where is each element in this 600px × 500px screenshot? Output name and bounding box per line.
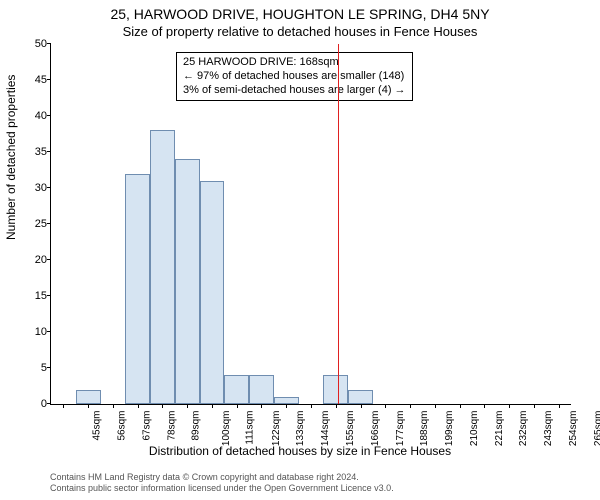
- y-tick-label: 45: [17, 74, 47, 86]
- y-tick-label: 10: [17, 326, 47, 338]
- histogram-bar: [150, 130, 175, 404]
- y-tick-mark: [47, 43, 51, 44]
- footer-line2: Contains public sector information licen…: [50, 483, 394, 494]
- annotation-box: 25 HARWOOD DRIVE: 168sqm ← 97% of detach…: [176, 52, 413, 101]
- x-tick-mark: [460, 404, 461, 408]
- x-tick-label: 265sqm: [593, 411, 600, 447]
- x-tick-label: 243sqm: [543, 411, 554, 447]
- x-tick-mark: [286, 404, 287, 408]
- y-tick-mark: [47, 115, 51, 116]
- plot-area: 25 HARWOOD DRIVE: 168sqm ← 97% of detach…: [50, 44, 571, 405]
- x-tick-label: 254sqm: [568, 411, 579, 447]
- y-tick-label: 5: [17, 362, 47, 374]
- x-tick-mark: [311, 404, 312, 408]
- y-tick-mark: [47, 187, 51, 188]
- y-tick-label: 0: [17, 398, 47, 410]
- x-tick-mark: [361, 404, 362, 408]
- x-tick-label: 144sqm: [320, 411, 331, 447]
- y-tick-mark: [47, 331, 51, 332]
- x-tick-mark: [336, 404, 337, 408]
- x-tick-label: 100sqm: [221, 411, 232, 447]
- x-tick-mark: [162, 404, 163, 408]
- x-tick-mark: [509, 404, 510, 408]
- y-tick-mark: [47, 259, 51, 260]
- annotation-line1: 25 HARWOOD DRIVE: 168sqm: [183, 56, 406, 70]
- x-tick-label: 111sqm: [245, 411, 256, 445]
- histogram-bar: [249, 375, 274, 404]
- x-tick-label: 221sqm: [494, 411, 505, 447]
- y-tick-label: 25: [17, 218, 47, 230]
- x-axis-label: Distribution of detached houses by size …: [0, 444, 600, 458]
- x-tick-label: 45sqm: [92, 411, 103, 441]
- x-tick-mark: [187, 404, 188, 408]
- histogram-bar: [274, 397, 299, 404]
- x-tick-label: 199sqm: [444, 411, 455, 447]
- y-tick-label: 50: [17, 38, 47, 50]
- annotation-line3: 3% of semi-detached houses are larger (4…: [183, 84, 406, 98]
- y-axis-label: Number of detached properties: [4, 75, 18, 240]
- histogram-bar: [323, 375, 348, 404]
- y-tick-mark: [47, 367, 51, 368]
- x-tick-label: 122sqm: [271, 411, 282, 447]
- y-tick-label: 30: [17, 182, 47, 194]
- x-tick-mark: [410, 404, 411, 408]
- chart-title-line1: 25, HARWOOD DRIVE, HOUGHTON LE SPRING, D…: [0, 6, 600, 22]
- x-tick-mark: [559, 404, 560, 408]
- histogram-bar: [224, 375, 249, 404]
- chart-title-line2: Size of property relative to detached ho…: [0, 24, 600, 39]
- y-tick-mark: [47, 79, 51, 80]
- histogram-bar: [125, 174, 150, 404]
- x-tick-label: 177sqm: [395, 411, 406, 447]
- x-tick-mark: [261, 404, 262, 408]
- x-tick-label: 89sqm: [191, 411, 202, 441]
- annotation-line2: ← 97% of detached houses are smaller (14…: [183, 70, 406, 84]
- y-tick-label: 35: [17, 146, 47, 158]
- x-tick-mark: [435, 404, 436, 408]
- x-tick-mark: [212, 404, 213, 408]
- x-tick-label: 56sqm: [117, 411, 128, 441]
- x-tick-label: 155sqm: [345, 411, 356, 447]
- x-tick-label: 67sqm: [141, 411, 152, 441]
- y-tick-label: 15: [17, 290, 47, 302]
- histogram-bar: [348, 390, 373, 404]
- x-tick-mark: [113, 404, 114, 408]
- x-tick-label: 133sqm: [296, 411, 307, 447]
- x-tick-mark: [484, 404, 485, 408]
- x-tick-mark: [88, 404, 89, 408]
- reference-marker-line: [338, 44, 339, 404]
- x-tick-mark: [237, 404, 238, 408]
- x-tick-label: 210sqm: [469, 411, 480, 447]
- histogram-bar: [175, 159, 200, 404]
- x-tick-label: 232sqm: [518, 411, 529, 447]
- x-tick-mark: [534, 404, 535, 408]
- y-tick-mark: [47, 151, 51, 152]
- y-tick-mark: [47, 403, 51, 404]
- y-tick-mark: [47, 295, 51, 296]
- footer-line1: Contains HM Land Registry data © Crown c…: [50, 472, 394, 483]
- chart-container: 25, HARWOOD DRIVE, HOUGHTON LE SPRING, D…: [0, 0, 600, 500]
- histogram-bar: [76, 390, 101, 404]
- x-tick-label: 78sqm: [166, 411, 177, 441]
- footer-attribution: Contains HM Land Registry data © Crown c…: [50, 472, 394, 495]
- x-tick-mark: [63, 404, 64, 408]
- x-tick-label: 166sqm: [370, 411, 381, 447]
- histogram-bar: [200, 181, 225, 404]
- y-tick-label: 20: [17, 254, 47, 266]
- x-tick-label: 188sqm: [419, 411, 430, 447]
- y-tick-label: 40: [17, 110, 47, 122]
- y-tick-mark: [47, 223, 51, 224]
- x-tick-mark: [138, 404, 139, 408]
- x-tick-mark: [385, 404, 386, 408]
